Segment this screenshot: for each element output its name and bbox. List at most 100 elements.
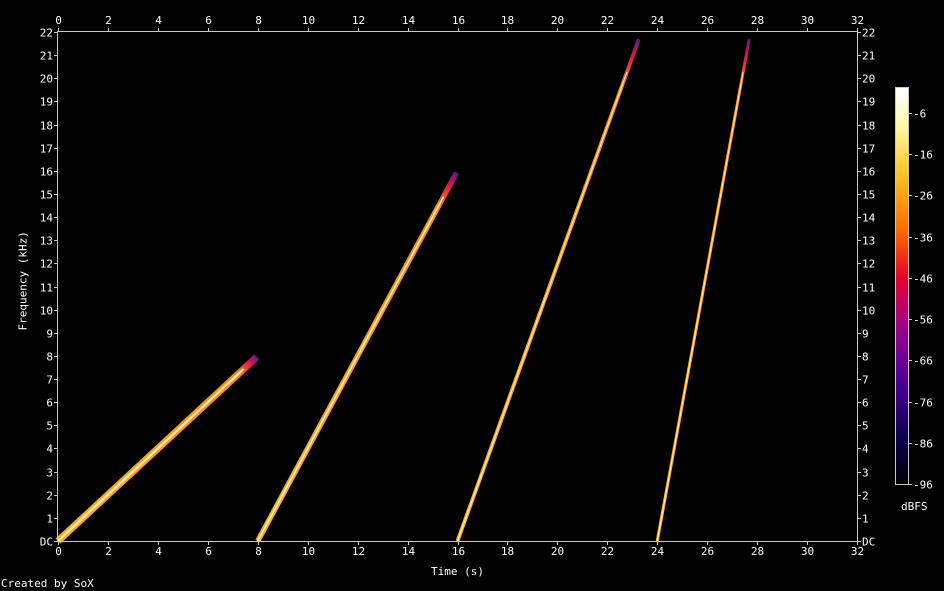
y-tick-label: 20 — [862, 73, 875, 86]
x-tick-label: 18 — [501, 14, 514, 27]
y-tick-label: 12 — [40, 258, 53, 271]
y-tick-label: 8 — [46, 351, 53, 364]
plot-frame — [57, 31, 858, 542]
x-tick-label: 12 — [352, 545, 365, 558]
colorbar-tick-label: -16 — [913, 149, 933, 162]
y-tick-label: 3 — [46, 467, 53, 480]
x-tick-label: 22 — [601, 14, 614, 27]
colorbar-tick-label: -46 — [913, 273, 933, 286]
y-tick-label: 13 — [40, 235, 53, 248]
x-tick-label: 6 — [205, 14, 212, 27]
y-tick-label: 6 — [862, 397, 869, 410]
x-tick-label: 32 — [851, 545, 864, 558]
sweep-line — [455, 38, 641, 542]
x-tick-label: 26 — [701, 545, 714, 558]
y-tick-label: 21 — [40, 50, 53, 63]
y-tick-label: 10 — [40, 305, 53, 318]
y-tick-label: 4 — [862, 443, 869, 456]
y-tick-label: 2 — [862, 490, 869, 503]
y-tick-label: 3 — [862, 467, 869, 480]
y-tick-label: 2 — [46, 490, 53, 503]
y-tick-label: 15 — [862, 189, 875, 202]
y-tick-label: 17 — [862, 143, 875, 156]
x-tick-label: 24 — [651, 14, 665, 27]
sweep-layer — [55, 38, 751, 544]
x-tick-label: 8 — [255, 14, 262, 27]
y-tick-label: 12 — [862, 258, 875, 271]
colorbar-tick-label: -56 — [913, 314, 933, 327]
y-tick-label: 6 — [46, 397, 53, 410]
x-axis-label: Time (s) — [431, 565, 484, 578]
x-tick-label: 4 — [155, 545, 162, 558]
x-tick-label: 0 — [55, 545, 62, 558]
colorbar-tick-label: -26 — [913, 190, 933, 203]
colorbar-tick-label: -86 — [913, 438, 933, 451]
x-tick-label: 30 — [801, 14, 814, 27]
y-tick-label: 7 — [46, 374, 53, 387]
x-tick-label: 22 — [601, 545, 614, 558]
x-tick-label: 18 — [501, 545, 514, 558]
y-tick-label: 22 — [40, 27, 53, 40]
y-tick-label: 18 — [862, 120, 875, 133]
y-tick-label: 22 — [862, 27, 875, 40]
x-tick-label: 32 — [851, 14, 864, 27]
sweep-line — [55, 354, 260, 544]
y-tick-label: 19 — [862, 96, 875, 109]
y-axis-label: Frequency (kHz) — [16, 231, 30, 331]
x-tick-label: 24 — [651, 545, 665, 558]
colorbar — [896, 88, 908, 484]
y-tick-label: 11 — [40, 282, 53, 295]
y-tick-label: DC — [40, 536, 53, 549]
credit-text: Created by SoX — [1, 577, 94, 590]
y-tick-label: 13 — [862, 235, 875, 248]
colorbar-frame — [895, 87, 909, 485]
colorbar-tick-label: -76 — [913, 397, 933, 410]
y-tick-label: 14 — [862, 212, 876, 225]
sweep-line — [255, 171, 459, 543]
x-tick-label: 8 — [255, 545, 262, 558]
x-tick-label: 4 — [155, 14, 162, 27]
x-tick-label: 14 — [402, 545, 416, 558]
y-tick-label: 16 — [862, 166, 875, 179]
y-tick-label: 8 — [862, 351, 869, 364]
y-tick-label: 5 — [46, 420, 53, 433]
y-tick-label: 10 — [862, 305, 875, 318]
colorbar-unit-label: dBFS — [901, 500, 928, 513]
y-tick-label: 11 — [862, 282, 875, 295]
x-ticks: 0022446688101012121414161618182020222224… — [55, 14, 864, 558]
colorbar-tick-label: -96 — [913, 479, 933, 492]
y-tick-label: 1 — [46, 513, 53, 526]
x-tick-label: 14 — [402, 14, 416, 27]
y-tick-label: DC — [862, 536, 875, 549]
x-tick-label: 16 — [452, 14, 465, 27]
x-tick-label: 12 — [352, 14, 365, 27]
y-tick-label: 14 — [40, 212, 54, 225]
colorbar-tick-label: -66 — [913, 355, 933, 368]
y-tick-label: 5 — [862, 420, 869, 433]
colorbar-ticks: -6 -16 -26 -36 -46 -56 -66 -76 -86 -96 — [908, 108, 933, 492]
x-tick-label: 6 — [205, 545, 212, 558]
y-tick-label: 17 — [40, 143, 53, 156]
x-tick-label: 20 — [551, 14, 564, 27]
x-tick-label: 28 — [751, 545, 764, 558]
y-tick-label: 20 — [40, 73, 53, 86]
y-tick-label: 7 — [862, 374, 869, 387]
y-tick-label: 18 — [40, 120, 53, 133]
y-tick-label: 16 — [40, 166, 53, 179]
x-tick-label: 16 — [452, 545, 465, 558]
x-tick-label: 0 — [55, 14, 62, 27]
y-tick-label: 4 — [46, 443, 53, 456]
x-tick-label: 2 — [105, 14, 112, 27]
y-tick-label: 19 — [40, 96, 53, 109]
y-tick-label: 15 — [40, 189, 53, 202]
x-tick-label: 28 — [751, 14, 764, 27]
x-tick-label: 30 — [801, 545, 814, 558]
y-tick-label: 21 — [862, 50, 875, 63]
x-tick-label: 2 — [105, 545, 112, 558]
y-tick-label: 1 — [862, 513, 869, 526]
x-tick-label: 26 — [701, 14, 714, 27]
x-tick-label: 20 — [551, 545, 564, 558]
x-tick-label: 10 — [302, 14, 315, 27]
